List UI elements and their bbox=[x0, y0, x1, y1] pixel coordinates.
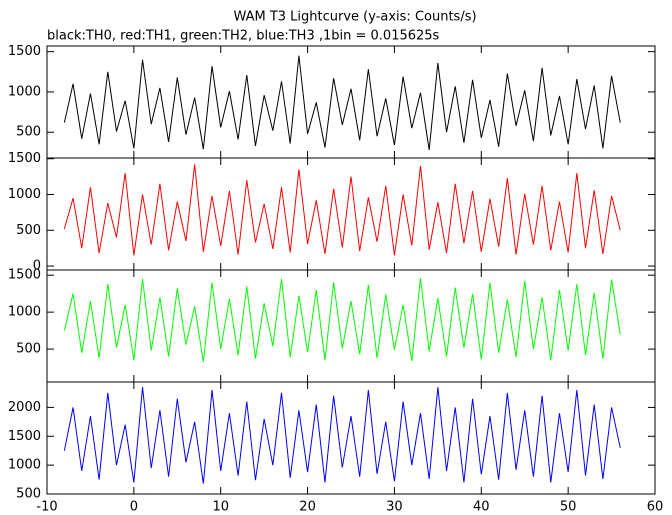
y-tick-label: 1000 bbox=[8, 305, 41, 320]
y-tick-label: 500 bbox=[16, 487, 41, 502]
x-tick-label: 20 bbox=[299, 500, 316, 515]
light-curve bbox=[63, 164, 621, 256]
y-tick-label: 1500 bbox=[8, 268, 41, 283]
y-tick-label: 1000 bbox=[8, 458, 41, 473]
x-tick-label: 60 bbox=[647, 500, 664, 515]
panel-frame bbox=[46, 381, 656, 495]
x-tick-label: -10 bbox=[36, 500, 57, 515]
x-tick-label: 50 bbox=[560, 500, 577, 515]
y-tick-label: 2000 bbox=[8, 400, 41, 415]
light-curve bbox=[63, 387, 621, 484]
y-tick-label: 1500 bbox=[8, 44, 41, 59]
x-tick-label: 10 bbox=[212, 500, 229, 515]
y-tick-label: 1500 bbox=[8, 151, 41, 166]
y-tick-label: 500 bbox=[16, 223, 41, 238]
light-curve bbox=[63, 278, 621, 362]
panel-frame bbox=[46, 157, 656, 271]
chart-title: WAM T3 Lightcurve (y-axis: Counts/s) bbox=[233, 10, 476, 25]
y-tick-label: 500 bbox=[16, 342, 41, 357]
y-tick-label: 1000 bbox=[8, 84, 41, 99]
y-tick-label: 0 bbox=[33, 259, 41, 274]
x-tick-label: 40 bbox=[473, 500, 490, 515]
y-tick-label: 1000 bbox=[8, 187, 41, 202]
light-curve bbox=[63, 55, 621, 151]
panel-frame bbox=[46, 269, 656, 383]
chart-subtitle: black:TH0, red:TH1, green:TH2, blue:TH3 … bbox=[47, 29, 440, 44]
y-tick-label: 500 bbox=[16, 125, 41, 140]
x-tick-label: 30 bbox=[386, 500, 403, 515]
x-tick-label: 0 bbox=[130, 500, 138, 515]
y-tick-label: 1500 bbox=[8, 429, 41, 444]
